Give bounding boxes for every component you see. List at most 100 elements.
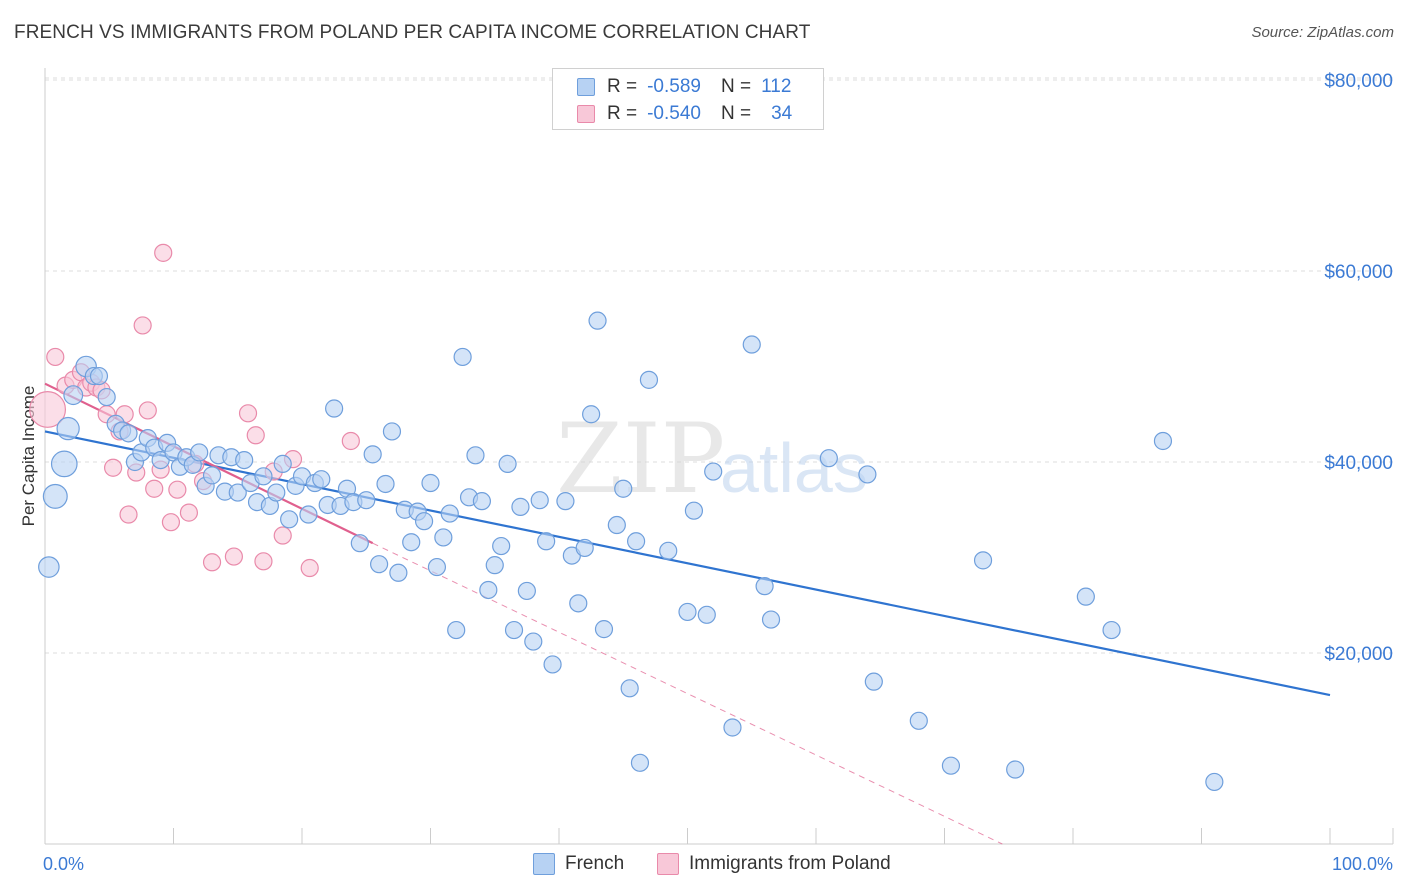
poland-point [341,431,360,451]
poland-point [238,404,258,423]
french-swatch [577,78,595,96]
french-point [42,483,68,509]
french-point [492,536,511,556]
french-point [498,454,517,474]
x-tick-label-end: 100.0% [1332,854,1393,874]
french-point [228,483,247,502]
french-point [50,450,78,478]
legend-poland-n-label: N = [720,103,752,124]
y-tick-label-2: $60,000 [1324,262,1393,283]
french-point [1076,587,1095,606]
poland-point [202,553,222,572]
french-point [504,620,524,640]
french-point [556,492,575,511]
french-point [594,620,614,639]
french-point [453,347,472,367]
french-point [254,467,273,486]
french-point [761,610,781,629]
french-point [678,602,697,622]
french-point [858,465,877,484]
french-point [299,505,318,524]
french-point [755,577,774,596]
watermark: ZIP atlas [556,403,868,515]
poland-trend-extension [372,542,1003,845]
french-point [659,541,678,560]
french-point [447,620,466,640]
french-point [524,632,543,651]
french-point [421,473,440,493]
french-point [543,655,562,674]
french-point [973,551,993,570]
y-tick-label-3: $80,000 [1324,71,1393,92]
poland-point [246,426,265,445]
french-point [382,422,402,441]
french-point [630,753,650,772]
poland-point [119,505,138,524]
french-point [485,556,504,575]
legend-poland-r-label: R = [607,103,638,124]
bottom-poland-label: Immigrants from Poland [689,853,891,874]
french-point [819,449,838,468]
poland-point [179,503,199,522]
french-point [684,501,704,520]
french-point [427,557,447,577]
french-point [530,491,549,510]
french-point [202,466,222,485]
poland-trend-line [44,382,374,545]
french-point [639,370,659,389]
french-point [357,491,376,510]
axes [44,68,1394,845]
french-point [620,679,639,698]
poland-point [104,458,123,477]
french-point [742,335,761,354]
grid-lines [45,77,1393,654]
poland-point [133,316,152,335]
legend-french-r-value: -0.589 [647,76,701,97]
tick-labels: $20,000 $40,000 $60,000 $80,000 0.0% 100.0% [43,71,1393,874]
legend-french-n-value: 112 [761,76,792,97]
poland-point [161,513,181,532]
bottom-french-swatch [533,853,555,875]
legend-french-n-label: N = [720,76,752,97]
poland-point [224,547,243,566]
french-point [267,483,286,502]
french-point [1006,760,1025,779]
legend-poland-n-value: 34 [771,103,793,124]
french-point [389,563,408,582]
poland-point [154,243,173,262]
y-tick-label-0: $20,000 [1324,644,1393,665]
poland-point [145,479,164,498]
french-point [517,581,536,601]
poland-point [29,391,67,428]
french-point [350,534,369,553]
french-point [370,555,389,574]
french-point [434,528,453,547]
y-tick-label-1: $40,000 [1324,453,1393,474]
french-point [325,399,344,418]
french-point [376,474,395,494]
french-point [89,366,109,386]
legend-row-poland: R = -0.540 N = 34 [577,103,792,125]
chart-title: FRENCH VS IMMIGRANTS FROM POLAND PER CAP… [14,22,811,43]
french-point [588,311,607,330]
poland-point [273,526,292,545]
french-point [1102,620,1121,640]
french-point [1153,431,1173,451]
french-point [235,450,254,470]
french-point [537,532,556,551]
french-point [569,594,588,613]
french-point [280,510,299,529]
french-point [312,470,331,489]
french-point [402,533,421,552]
french-point [119,424,138,443]
french-point [273,454,292,474]
correlation-legend: R = -0.589 N = 112 R = -0.540 N = 34 [552,68,824,130]
bottom-poland-swatch [657,853,679,875]
french-point [466,446,485,465]
bottom-french-label: French [565,853,625,874]
french-point [614,479,633,498]
french-point [723,718,742,737]
bottom-legend-poland: Immigrants from Poland [657,852,891,876]
french-point [626,532,646,551]
